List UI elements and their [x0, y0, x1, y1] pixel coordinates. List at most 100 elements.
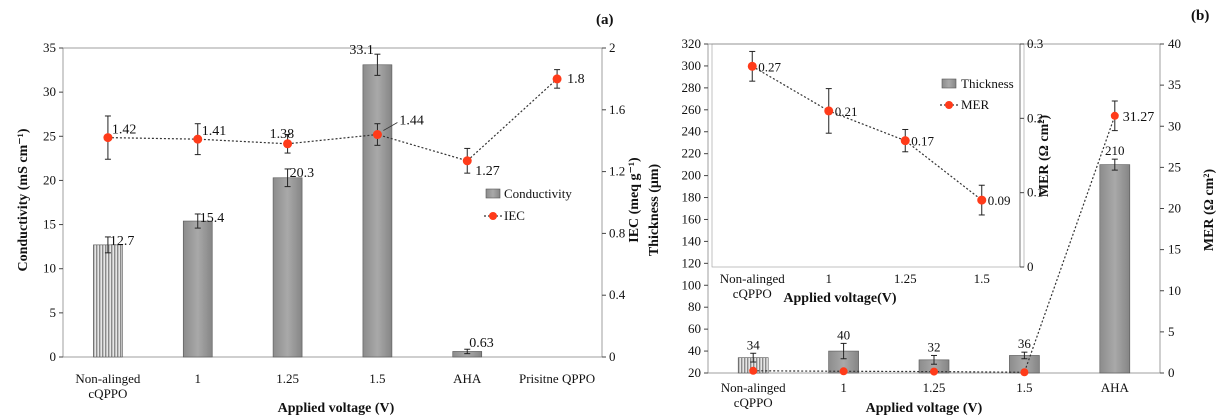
y2-tick-label-b: 35: [1168, 77, 1181, 92]
bar-thickness: [1099, 164, 1131, 374]
series-line-iec: [107, 78, 558, 162]
y-tick-label-b: 20: [688, 365, 701, 380]
data-point-mer: [839, 367, 848, 376]
panel-a-ylabel: Conductivity (mS cm⁻¹): [16, 128, 31, 271]
y-tick-label-a: 15: [43, 217, 56, 232]
data-label-thickness: 40: [837, 327, 850, 342]
inset-frame: [711, 43, 1025, 268]
legend-b-mer: MER: [961, 97, 990, 112]
bar-conductivity: [362, 64, 393, 358]
data-label-mer: 31.27: [1123, 110, 1155, 125]
inset-data-label-mer: 0.27: [758, 59, 781, 74]
inset-y-tick-label: 0.2: [1027, 110, 1043, 125]
y2-tick-label-a: 0.4: [609, 287, 626, 302]
data-label-iec: 1.38: [270, 127, 295, 142]
y2-tick-label-b: 25: [1168, 159, 1181, 174]
data-point-iec: [193, 134, 203, 144]
data-label-iec: 1.41: [202, 124, 227, 139]
inset-series-line-mer: [751, 65, 983, 201]
y-tick-label-b: 300: [682, 58, 702, 73]
data-point-iec: [462, 156, 472, 166]
y-tick-label-a: 5: [50, 305, 57, 320]
panel-b: (b) Thickness (μm) MER (Ω cm²) Applied v…: [647, 8, 1217, 416]
panel-a: (a) Conductivity (mS cm⁻¹) IEC (meq g⁻¹)…: [16, 12, 642, 416]
y-tick-label-b: 200: [682, 168, 702, 183]
y-tick-label-b: 280: [682, 80, 702, 95]
bar-conductivity: [182, 220, 213, 358]
x-tick-label-a: 1: [195, 371, 202, 386]
x-tick-label-a: Non-alinged cQPPO: [75, 371, 140, 401]
y-tick-label-b: 240: [682, 124, 702, 139]
y2-tick-label-b: 5: [1168, 324, 1175, 339]
y-tick-label-b: 80: [688, 299, 701, 314]
data-label-thickness: 210: [1105, 143, 1125, 158]
data-label-conductivity: 12.7: [110, 234, 134, 249]
y2-tick-label-a: 0: [609, 349, 616, 364]
y-tick-label-a: 0: [50, 349, 57, 364]
inset-y-tick-label: 0.3: [1027, 36, 1043, 51]
panel-b-ylabel: Thickness (μm): [647, 164, 662, 257]
x-tick-label-a: 1.25: [276, 371, 299, 386]
data-point-mer: [1020, 368, 1029, 377]
x-tick-label-b: Non-alinged cQPPO: [721, 380, 786, 410]
y-tick-label-a: 25: [43, 128, 56, 143]
data-label-conductivity: 33.1: [349, 43, 374, 58]
data-point-mer: [930, 367, 938, 376]
y-tick-label-b: 260: [682, 102, 702, 117]
y-tick-label-b: 160: [682, 211, 702, 226]
legend-a-conductivity: Conductivity: [504, 186, 572, 201]
legend-b-thickness-swatch: [941, 78, 957, 89]
data-label-thickness: 32: [928, 339, 941, 354]
inset-data-label-mer: 0.09: [988, 193, 1011, 208]
data-point-mer: [749, 366, 758, 375]
data-label-iec: 1.44: [399, 114, 424, 129]
data-point-iec: [552, 74, 562, 84]
inset-x-tick-label: Non-alinged cQPPO: [720, 271, 785, 301]
bar-conductivity: [93, 244, 123, 358]
inset-data-label-mer: 0.17: [911, 134, 934, 149]
inset-data-point-mer: [747, 61, 757, 71]
y-tick-label-a: 10: [43, 261, 56, 276]
legend-a-iec-marker: [489, 212, 497, 220]
y2-tick-label-a: 2: [609, 40, 616, 55]
inset-xlabel: Applied voltage(V): [783, 291, 897, 306]
inset-data-label-mer: 0.21: [835, 104, 858, 119]
y2-tick-label-b: 10: [1168, 283, 1181, 298]
y-tick-label-b: 320: [682, 36, 702, 51]
legend-b-thickness: Thickness: [961, 76, 1014, 91]
y-tick-label-a: 20: [43, 172, 56, 187]
inset-data-point-mer: [900, 136, 910, 146]
x-tick-label-b: 1: [840, 380, 847, 395]
bar-conductivity: [272, 177, 303, 358]
inset-y-tick-label: 0.1: [1027, 185, 1043, 200]
y2-tick-label-a: 0.8: [609, 225, 625, 240]
legend-a-conductivity-swatch: [485, 188, 501, 199]
x-tick-label-a: Prisitne QPPO: [519, 371, 595, 386]
inset-x-tick-label: 1.25: [894, 271, 917, 286]
x-tick-label-a: 1.5: [369, 371, 385, 386]
inset-x-tick-label: 1.5: [974, 271, 990, 286]
data-label-thickness: 34: [747, 337, 761, 352]
x-tick-label-b: AHA: [1101, 380, 1130, 395]
data-label-conductivity: 0.63: [469, 336, 494, 351]
data-point-mer: [1110, 111, 1119, 120]
y2-tick-label-b: 30: [1168, 118, 1181, 133]
leader-line-iec: [383, 122, 398, 131]
plot-area-a: [62, 47, 603, 358]
panel-b-y2label: MER (Ω cm²): [1202, 169, 1217, 252]
x-tick-label-b: 1.25: [923, 380, 946, 395]
y2-tick-label-a: 1.2: [609, 164, 625, 179]
y-tick-label-b: 140: [682, 233, 702, 248]
data-point-iec: [283, 139, 293, 149]
panel-b-xlabel: Applied voltage (V): [866, 401, 983, 416]
inset-data-point-mer: [824, 106, 834, 116]
y-tick-label-b: 120: [682, 255, 702, 270]
y2-tick-label-b: 15: [1168, 242, 1181, 257]
y-tick-label-b: 220: [682, 146, 702, 161]
data-label-iec: 1.8: [567, 72, 585, 87]
legend-a-iec: IEC: [504, 208, 525, 223]
panel-a-label: (a): [596, 12, 614, 28]
x-tick-label-a: AHA: [453, 371, 482, 386]
inset-ylabel: MER (Ω cm²): [1037, 115, 1052, 198]
